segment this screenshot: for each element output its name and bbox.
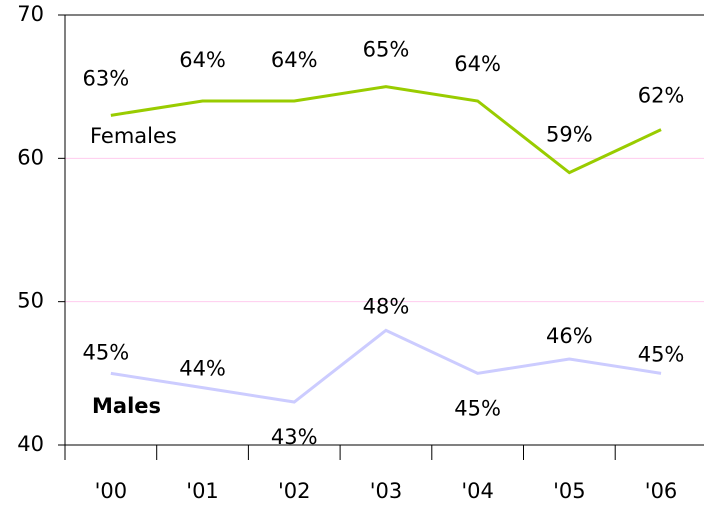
y-tick-label: 50 (17, 289, 44, 313)
data-label: 62% (638, 84, 685, 108)
data-label: 43% (271, 425, 318, 449)
x-tick-label: '04 (461, 479, 494, 503)
data-label: 64% (271, 48, 318, 72)
y-tick-label: 60 (17, 145, 44, 169)
series-line (110, 85, 662, 175)
x-tick-label: '02 (278, 479, 311, 503)
x-tick-label: '03 (370, 479, 403, 503)
data-label: 45% (454, 396, 501, 420)
x-tick-label: '01 (186, 479, 219, 503)
x-tick-label: '05 (553, 479, 586, 503)
y-tick-label: 40 (17, 432, 44, 456)
x-tick-label: '00 (95, 479, 128, 503)
series-label: Females (90, 124, 177, 148)
data-label: 65% (363, 38, 410, 62)
data-label: 45% (83, 340, 130, 364)
x-tick-label: '06 (645, 479, 678, 503)
data-label: 46% (546, 324, 593, 348)
data-label: 59% (546, 123, 593, 147)
series-line (110, 328, 662, 404)
data-label: 48% (363, 294, 410, 318)
y-tick-label: 70 (17, 2, 44, 26)
data-label: 63% (83, 66, 130, 90)
data-label: 64% (454, 52, 501, 76)
data-label: 44% (179, 357, 226, 381)
series-label: Males (92, 394, 161, 418)
data-label: 64% (179, 48, 226, 72)
data-label: 45% (638, 342, 685, 366)
